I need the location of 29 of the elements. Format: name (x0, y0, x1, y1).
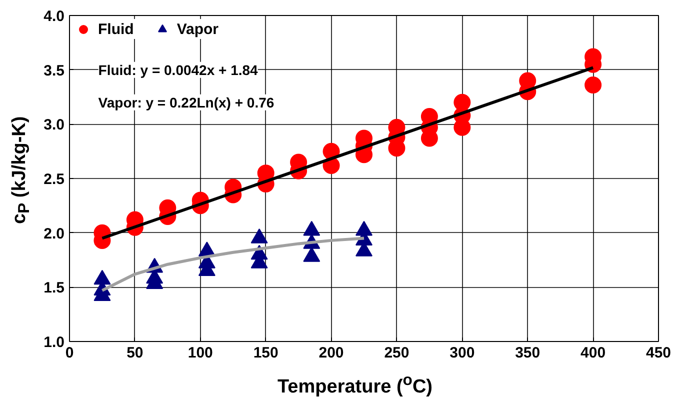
x-tick-label: 100 (188, 344, 213, 362)
x-tick-label: 250 (384, 344, 410, 362)
x-tick-label: 300 (450, 344, 475, 362)
point (303, 247, 320, 262)
x-tick-label: 350 (515, 344, 540, 362)
y-tick-label: 3.5 (44, 62, 65, 80)
point (356, 220, 372, 236)
legend-label: Vapor (176, 20, 219, 38)
x-tick-label: 150 (253, 344, 278, 362)
y-tick-label: 2.0 (44, 225, 65, 242)
x-tick-label: 50 (126, 344, 144, 362)
point (584, 76, 602, 94)
legend-label: Fluid (98, 20, 134, 38)
x-tick-label: 400 (580, 344, 606, 362)
x-tick-label: 450 (646, 344, 672, 362)
point (94, 270, 111, 285)
point (454, 94, 471, 111)
annotation: Vapor: y = 0.22Ln(x) + 0.76 (98, 94, 274, 110)
point (303, 220, 320, 236)
y-tick-label: 3.0 (44, 116, 65, 134)
x-tick-label: 200 (318, 344, 344, 362)
y-tick-label: 1.5 (44, 280, 65, 297)
y-tick-label: 1.0 (44, 334, 65, 351)
annotation: Fluid: y = 0.0042x + 1.84 (98, 62, 258, 78)
point (250, 228, 268, 244)
x-tick-label: 0 (65, 344, 74, 362)
y-tick-label: 4.0 (44, 8, 65, 25)
y-tick-label: 2.5 (44, 171, 65, 188)
x-axis-title: Temperature ($^{o}$C) (277, 371, 433, 400)
